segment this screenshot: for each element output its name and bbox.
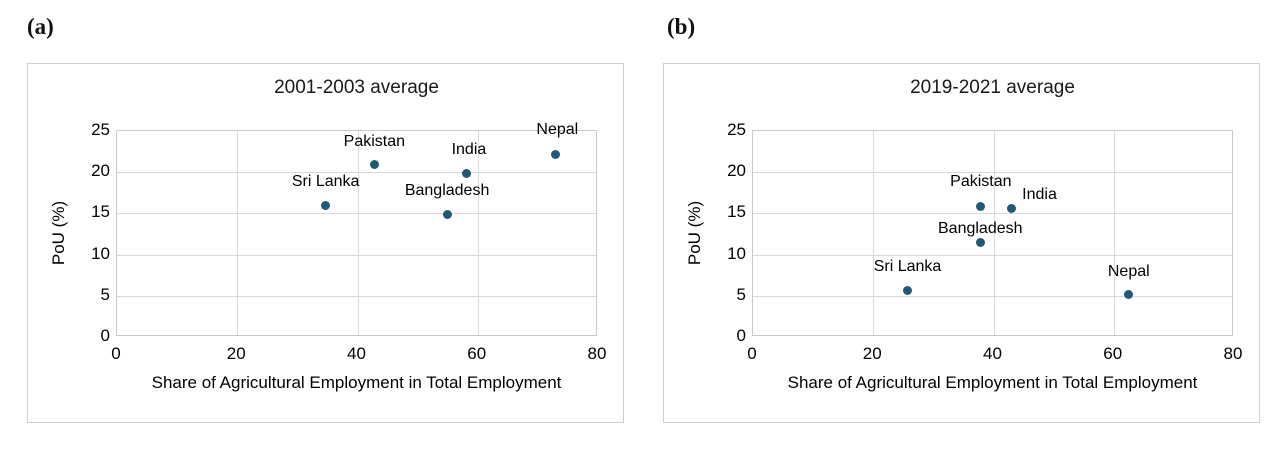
- x-tick-label: 0: [747, 344, 757, 363]
- chart-panel-a: 2001-2003 average PoU (%) Sri Lanka Pakis…: [27, 63, 624, 423]
- gridline: [117, 295, 596, 297]
- data-point: [1124, 290, 1134, 300]
- data-point-label: Pakistan: [950, 172, 1012, 190]
- panel-label-b: (b): [667, 14, 696, 39]
- y-tick-label: 5: [100, 284, 110, 304]
- x-tick-label: 80: [587, 344, 607, 363]
- y-tick-label: 15: [727, 202, 746, 222]
- gridline: [357, 131, 359, 335]
- gridline: [873, 131, 875, 335]
- gridline: [117, 254, 596, 256]
- data-point: [462, 169, 472, 179]
- y-tick-label: 10: [91, 243, 110, 263]
- gridline: [117, 213, 596, 215]
- gridline: [477, 131, 479, 335]
- y-tick-label: 0: [100, 326, 110, 345]
- gridline: [1113, 131, 1115, 335]
- y-tick-label: 10: [727, 243, 746, 263]
- data-point: [550, 149, 560, 159]
- chart-title: 2001-2003 average: [274, 77, 439, 98]
- y-tick-label: 15: [91, 202, 110, 222]
- y-tick-label: 5: [736, 284, 746, 304]
- data-point: [976, 202, 986, 212]
- data-point-label: Bangladesh: [938, 220, 1023, 238]
- gridline: [753, 295, 1232, 297]
- data-point: [903, 286, 913, 296]
- gridline: [237, 131, 239, 335]
- y-tick-label: 20: [727, 161, 746, 181]
- data-point: [1007, 203, 1017, 213]
- x-tick-label: 80: [1223, 344, 1243, 363]
- x-tick-label: 40: [983, 344, 1002, 363]
- data-point-label: Nepal: [1107, 262, 1150, 280]
- x-tick-label: 40: [347, 344, 366, 363]
- data-point: [321, 200, 331, 210]
- data-point-label: Bangladesh: [404, 182, 490, 200]
- x-axis-title: Share of Agricultural Employment in Tota…: [151, 373, 562, 392]
- data-point: [975, 237, 985, 247]
- plot-area: Sri Lanka Bangladesh Pakistan India Nepal: [752, 130, 1233, 336]
- chart-title: 2019-2021 average: [910, 77, 1075, 98]
- y-tick-label: 25: [91, 120, 110, 139]
- x-axis-title: Share of Agricultural Employment in Tota…: [787, 373, 1198, 392]
- gridline: [753, 254, 1232, 256]
- panel-label-a: (a): [27, 14, 54, 39]
- data-point: [369, 160, 379, 170]
- y-tick-label: 25: [727, 120, 746, 139]
- data-point-label: India: [1022, 186, 1057, 204]
- x-tick-label: 0: [111, 344, 121, 363]
- chart-panel-b: 2019-2021 average PoU (%) Sri Lanka Bangl…: [663, 63, 1260, 423]
- data-point-label: Nepal: [536, 121, 579, 139]
- y-tick-label: 0: [736, 326, 746, 345]
- gridline: [753, 172, 1232, 174]
- x-tick-label: 60: [467, 344, 487, 363]
- gridline: [753, 213, 1232, 215]
- data-point-label: Sri Lanka: [291, 173, 360, 191]
- data-point-label: India: [451, 140, 487, 158]
- x-tick-label: 60: [1103, 344, 1123, 363]
- y-tick-label: 20: [91, 161, 110, 181]
- gridline: [993, 131, 995, 335]
- plot-area: Sri Lanka Pakistan Bangladesh India Nepal: [116, 121, 597, 336]
- gridline: [117, 172, 596, 174]
- data-point: [442, 209, 452, 219]
- x-tick-label: 20: [226, 344, 246, 363]
- x-tick-label: 20: [862, 344, 882, 363]
- data-point-label: Sri Lanka: [873, 257, 942, 275]
- data-point-label: Pakistan: [343, 132, 406, 150]
